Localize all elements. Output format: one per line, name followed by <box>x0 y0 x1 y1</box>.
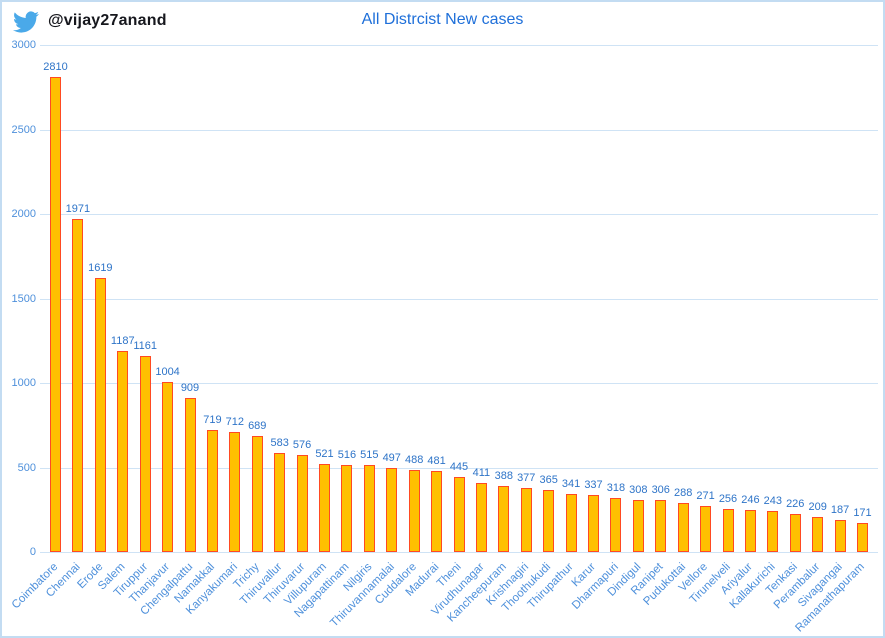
bar-value-label: 719 <box>203 414 222 427</box>
twitter-bird-icon <box>13 11 39 33</box>
bar <box>296 454 308 552</box>
y-tick-label: 500 <box>17 461 36 474</box>
bar-value-label: 488 <box>404 453 424 466</box>
bar <box>677 503 689 552</box>
twitter-handle: @vijay27anand <box>48 12 167 29</box>
bar-value-label: 377 <box>517 472 536 485</box>
bar-value-label: 187 <box>830 504 850 517</box>
bar-value-label: 445 <box>449 460 469 473</box>
bar <box>543 490 555 552</box>
bar-value-label: 256 <box>718 492 738 505</box>
bar-value-label: 497 <box>382 452 401 464</box>
bar-value-label: 341 <box>561 478 581 491</box>
bar-value-label: 306 <box>651 484 670 497</box>
bar-value-label: 337 <box>584 479 603 492</box>
bar-value-label: 246 <box>741 494 760 507</box>
bar <box>50 77 61 552</box>
bar <box>139 355 151 552</box>
bar <box>789 513 801 552</box>
bar <box>812 516 824 552</box>
bar <box>767 510 779 552</box>
bar-value-label: 271 <box>696 490 715 503</box>
bar-value-label: 712 <box>225 415 244 428</box>
bar <box>206 430 218 552</box>
bar <box>588 495 599 552</box>
y-tick-label: 2000 <box>11 208 36 220</box>
bar <box>408 469 420 552</box>
bar <box>72 218 84 552</box>
gridline <box>40 467 878 469</box>
y-tick-label: 1000 <box>11 377 36 389</box>
gridline <box>40 383 878 384</box>
bar-value-label: 226 <box>786 497 805 510</box>
bar <box>744 510 756 552</box>
bar-value-label: 171 <box>853 507 872 520</box>
bar <box>700 506 712 552</box>
bar <box>251 435 263 552</box>
bar-value-label: 308 <box>629 483 648 496</box>
bar <box>475 482 487 552</box>
bar-value-label: 1161 <box>133 339 157 352</box>
bar-value-label: 576 <box>292 438 312 451</box>
bar <box>722 508 734 552</box>
y-tick-label: 2500 <box>11 123 36 136</box>
bar-value-label: 243 <box>763 494 782 507</box>
gridline <box>40 552 878 553</box>
bar <box>117 351 129 552</box>
bar <box>498 486 510 552</box>
bar <box>431 470 443 552</box>
bar <box>834 520 846 552</box>
bar <box>363 464 375 552</box>
bar <box>386 468 398 552</box>
bar <box>632 499 644 552</box>
bar <box>319 463 330 552</box>
bar-value-label: 583 <box>270 437 289 450</box>
gridline <box>40 298 878 300</box>
bar <box>184 398 196 552</box>
bar-value-label: 689 <box>248 419 267 432</box>
y-tick-label: 0 <box>29 546 36 558</box>
chart-title: All Distrcist New cases <box>361 11 524 28</box>
bar-value-label: 515 <box>360 448 379 461</box>
bar <box>655 500 667 552</box>
bar-value-label: 365 <box>539 474 558 487</box>
bar-value-label: 209 <box>808 500 827 513</box>
bar-value-label: 521 <box>315 447 334 460</box>
bar <box>94 278 106 552</box>
gridline <box>40 129 878 131</box>
gridline <box>40 45 878 46</box>
bar-value-label: 516 <box>337 448 357 461</box>
bar <box>162 382 174 552</box>
bar <box>565 494 577 552</box>
bar-value-label: 2810 <box>43 61 68 74</box>
bar <box>520 488 532 552</box>
bar-value-label: 288 <box>673 487 693 500</box>
gridline <box>40 214 878 215</box>
bar <box>341 464 353 552</box>
bar <box>610 498 622 552</box>
bar <box>229 431 241 552</box>
bar-value-label: 481 <box>427 454 446 467</box>
bar-value-label: 1004 <box>155 366 180 379</box>
bar <box>857 523 868 552</box>
bar-value-label: 388 <box>494 470 513 483</box>
y-tick-label: 3000 <box>11 39 36 51</box>
bar-value-label: 1619 <box>88 262 113 275</box>
bar-value-label: 909 <box>180 382 200 395</box>
y-tick-label: 1500 <box>11 292 36 305</box>
bar-value-label: 318 <box>606 482 626 495</box>
bar <box>274 453 286 552</box>
bar <box>453 476 465 552</box>
bar-value-label: 1187 <box>110 335 135 348</box>
bar-value-label: 411 <box>472 466 491 479</box>
bar-value-label: 1971 <box>65 202 91 215</box>
